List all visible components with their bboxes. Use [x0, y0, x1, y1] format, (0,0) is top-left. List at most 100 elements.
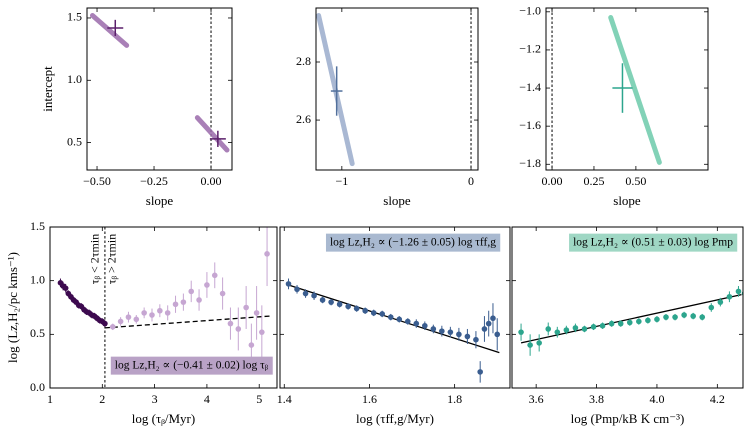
- axes-frame: [279, 226, 511, 389]
- y-tick-label: −1.8: [519, 156, 541, 170]
- data-point: [477, 369, 483, 375]
- x-tick-label: −1: [335, 174, 348, 188]
- data-point: [430, 326, 437, 332]
- data-point: [102, 320, 108, 327]
- y-tick-label: 1.0: [30, 272, 45, 286]
- x-tick-label: −0.50: [83, 174, 111, 188]
- data-point: [464, 333, 471, 340]
- data-point: [554, 329, 561, 335]
- x-axis-label: slope: [383, 193, 411, 208]
- x-tick-label: 1.4: [277, 392, 292, 406]
- data-point: [311, 292, 317, 299]
- region-label: τᵦ < 2τmin: [88, 234, 102, 284]
- annotation: log Lz,H₂ ∝ (−1.26 ± 0.05) log τff,g: [330, 237, 496, 249]
- data-point: [211, 272, 218, 279]
- y-tick-label: 0.5: [67, 134, 82, 148]
- data-point: [413, 320, 420, 327]
- data-point: [336, 301, 343, 308]
- data-point: [109, 324, 116, 330]
- data-point: [264, 251, 270, 257]
- data-point: [563, 327, 570, 333]
- axes-frame: [511, 226, 744, 389]
- data-point: [227, 320, 234, 327]
- axes-frame: [86, 7, 233, 171]
- y-tick-label: 2.8: [296, 54, 311, 68]
- x-axis-label: slope: [613, 193, 641, 208]
- y-axis-label: log (Lz,H₂/pc kms⁻¹): [5, 252, 20, 363]
- data-point: [536, 340, 542, 346]
- data-point: [172, 301, 179, 308]
- x-tick-label: 2: [99, 392, 105, 406]
- data-point: [654, 316, 660, 323]
- annotation-box: [569, 233, 738, 252]
- data-point: [188, 288, 195, 295]
- fit-line: [104, 315, 270, 329]
- x-tick-label: 0: [468, 174, 474, 188]
- x-tick-label: 4: [204, 392, 210, 406]
- y-tick-label: −1.0: [519, 4, 541, 18]
- data-point: [379, 311, 386, 317]
- data-point: [302, 290, 309, 297]
- data-point: [117, 318, 124, 325]
- axes-frame: [315, 7, 479, 171]
- data-point: [248, 342, 255, 348]
- plot-area: [316, 8, 472, 170]
- data-point: [726, 293, 733, 300]
- y-axis-label: intercept: [40, 66, 55, 112]
- axes-frame: [49, 226, 278, 389]
- data-point: [672, 314, 678, 320]
- x-tick-label: 1.6: [362, 392, 377, 406]
- annotation-box: [325, 233, 501, 252]
- data-point: [62, 285, 69, 291]
- x-tick-label: 3.6: [529, 392, 544, 406]
- x-tick-label: 4.0: [649, 392, 664, 406]
- y-tick-label: 1.0: [67, 72, 82, 86]
- x-tick-label: 3: [152, 392, 158, 406]
- data-point: [125, 314, 132, 320]
- data-point: [699, 314, 706, 320]
- x-axis-label: log (τff,g/Myr): [356, 411, 434, 426]
- y-tick-label: −1.4: [519, 80, 541, 94]
- x-tick-label: 5: [256, 392, 262, 406]
- data-point: [328, 299, 334, 305]
- y-tick-label: −1.6: [519, 118, 541, 132]
- data-point: [447, 329, 454, 335]
- data-point: [294, 286, 300, 293]
- data-point: [645, 317, 651, 324]
- data-point: [636, 318, 642, 325]
- data-point: [518, 329, 524, 335]
- annotation: log Lz,H₂ ∝ (−0.41 ± 0.02) log τᵦ: [115, 360, 269, 372]
- data-point: [196, 297, 202, 303]
- x-axis-label: log (τᵦ/Myr): [132, 411, 195, 426]
- data-point: [422, 322, 428, 329]
- data-point: [663, 314, 669, 320]
- x-tick-label: −0.25: [140, 174, 168, 188]
- data-point: [572, 325, 579, 331]
- plot-area: [551, 8, 662, 170]
- data-point: [485, 320, 492, 327]
- annotation-box: [110, 356, 273, 375]
- region-label: τᵦ > 2τmin: [105, 234, 119, 284]
- plot-area: [89, 8, 230, 170]
- x-tick-label: 1: [47, 392, 53, 406]
- y-tick-label: 1.5: [67, 10, 82, 24]
- x-tick-label: 0.00: [542, 174, 563, 188]
- data-point: [133, 316, 140, 323]
- x-tick-label: 3.8: [589, 392, 604, 406]
- x-tick-label: 4.2: [710, 392, 725, 406]
- data-point: [396, 316, 403, 323]
- posterior-cloud: [89, 12, 130, 48]
- data-point: [259, 329, 265, 335]
- data-point: [387, 314, 394, 320]
- data-point: [545, 326, 552, 332]
- y-tick-label: 1.5: [30, 219, 45, 233]
- data-point: [456, 331, 462, 338]
- data-point: [626, 319, 633, 326]
- data-point: [243, 304, 249, 311]
- data-point: [490, 315, 496, 322]
- data-point: [690, 313, 696, 319]
- data-point: [404, 318, 411, 325]
- fit-line: [520, 293, 742, 344]
- axes-frame: [545, 7, 709, 171]
- posterior-cloud: [194, 115, 230, 153]
